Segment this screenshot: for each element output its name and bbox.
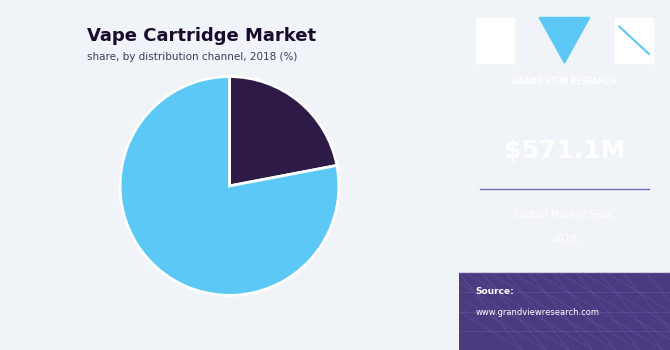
Text: GRAND VIEW RESEARCH: GRAND VIEW RESEARCH <box>513 77 616 86</box>
Bar <box>476 18 514 63</box>
Polygon shape <box>539 18 590 63</box>
Bar <box>459 273 670 350</box>
Text: Source:: Source: <box>476 287 515 296</box>
Text: $571.1M: $571.1M <box>504 139 625 162</box>
Text: www.grandviewresearch.com: www.grandviewresearch.com <box>476 308 600 317</box>
Text: share, by distribution channel, 2018 (%): share, by distribution channel, 2018 (%) <box>87 52 297 63</box>
Text: Global Market Size,: Global Market Size, <box>514 210 615 220</box>
Bar <box>615 18 653 63</box>
Wedge shape <box>229 77 337 186</box>
Text: 2018: 2018 <box>551 234 578 245</box>
Wedge shape <box>120 77 339 295</box>
Text: Vape Cartridge Market: Vape Cartridge Market <box>87 27 316 46</box>
